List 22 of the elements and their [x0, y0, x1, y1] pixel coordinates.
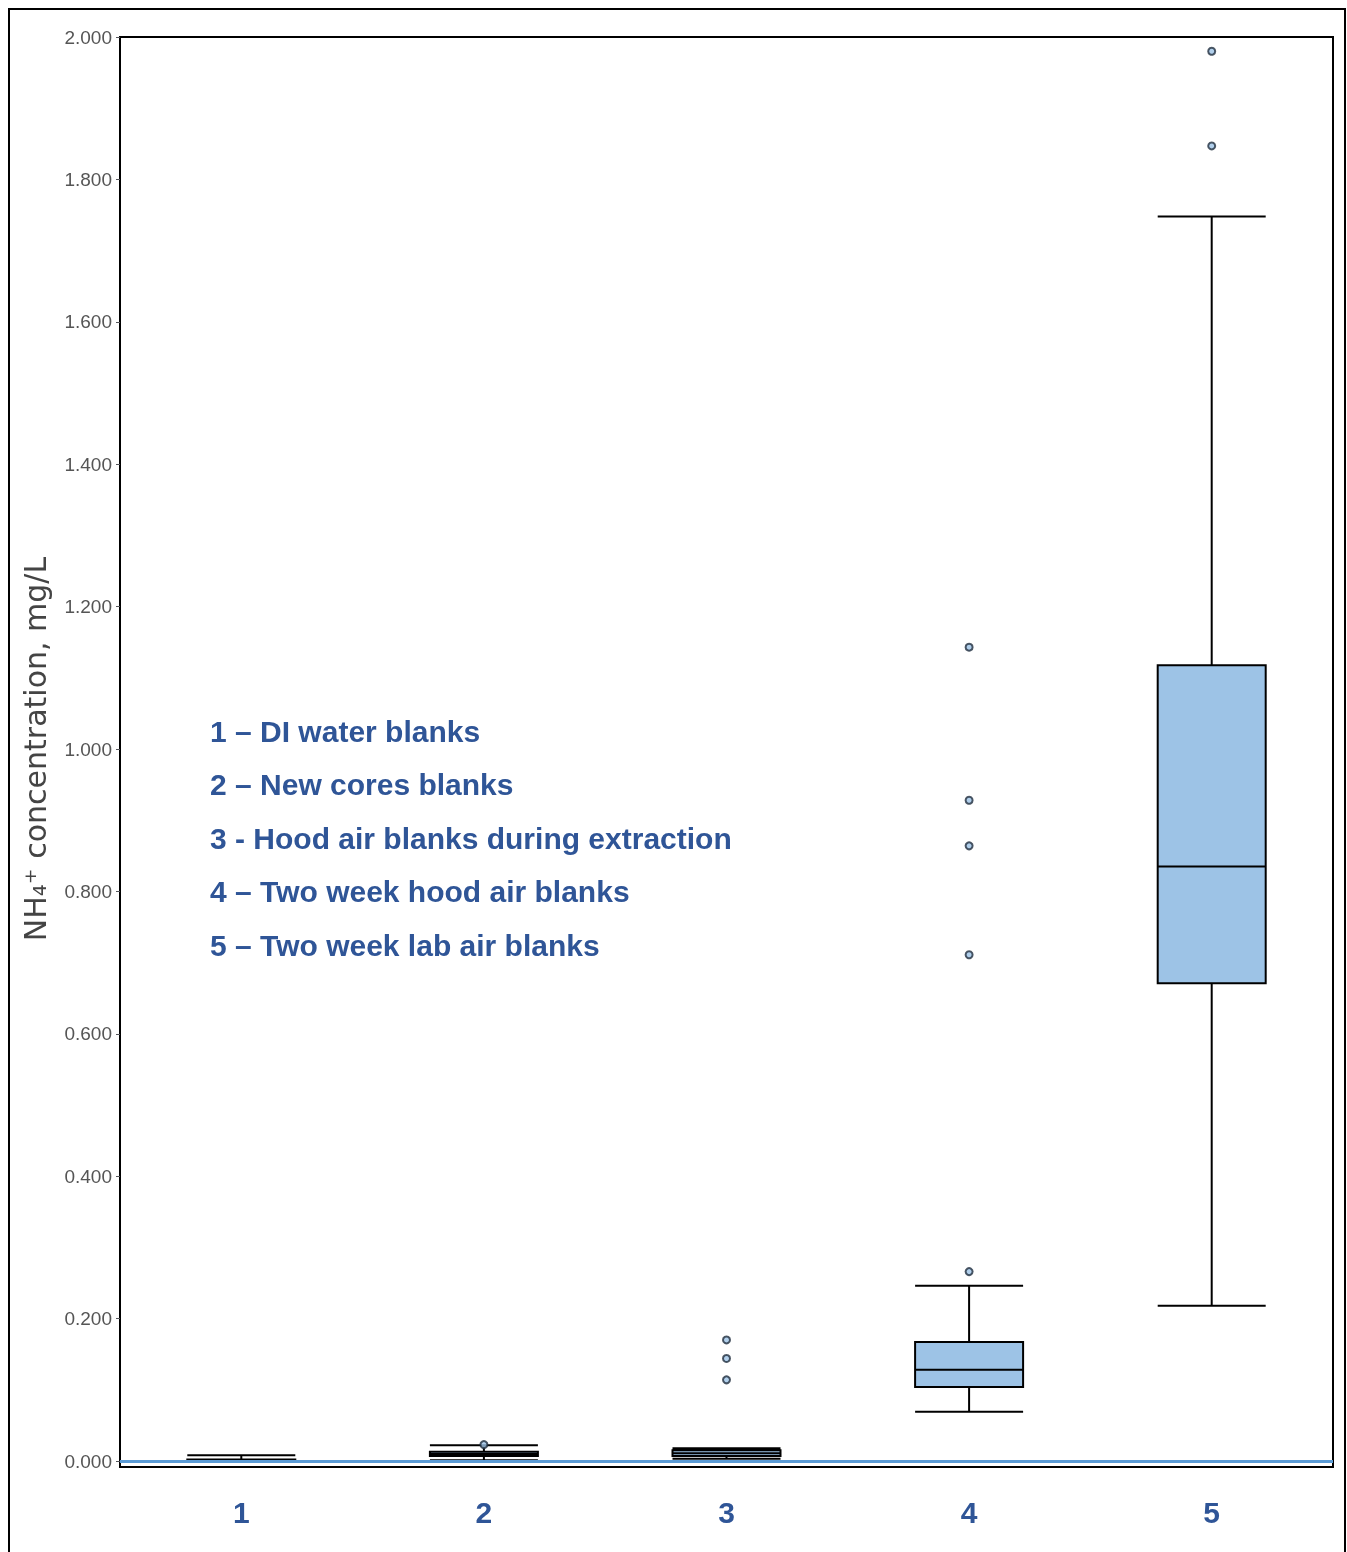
- y-tick-label: 1.800: [64, 168, 112, 190]
- annotation: 3 - Hood air blanks during extraction: [210, 821, 732, 855]
- y-tick-label: 0.400: [64, 1165, 112, 1187]
- y-tick-label: 1.000: [64, 738, 112, 760]
- x-tick-label: 5: [1203, 1495, 1221, 1529]
- annotation: 4 – Two week hood air blanks: [210, 875, 630, 908]
- y-tick-label: 2.000: [64, 26, 112, 48]
- x-tick-label: 3: [718, 1495, 735, 1529]
- y-tick-label: 1.200: [64, 596, 112, 618]
- x-tick-label: 4: [960, 1495, 978, 1529]
- y-tick-label: 1.400: [64, 453, 112, 475]
- annotation: 2 – New cores blanks: [210, 768, 514, 801]
- y-tick-label: 0.000: [64, 1450, 112, 1472]
- x-tick-label: 2: [475, 1495, 493, 1529]
- y-axis-title: NH₄⁺ concentration, mg/L: [17, 556, 53, 942]
- annotation: 5 – Two week lab air blanks: [210, 928, 600, 962]
- y-tick-label: 0.200: [64, 1308, 112, 1330]
- x-tick-label: 1: [232, 1495, 250, 1529]
- y-tick-label: 0.800: [64, 880, 112, 902]
- y-tick-label: 1.600: [64, 311, 112, 333]
- y-tick-label: 0.600: [64, 1023, 112, 1045]
- annotation: 1 – DI water blanks: [210, 714, 481, 748]
